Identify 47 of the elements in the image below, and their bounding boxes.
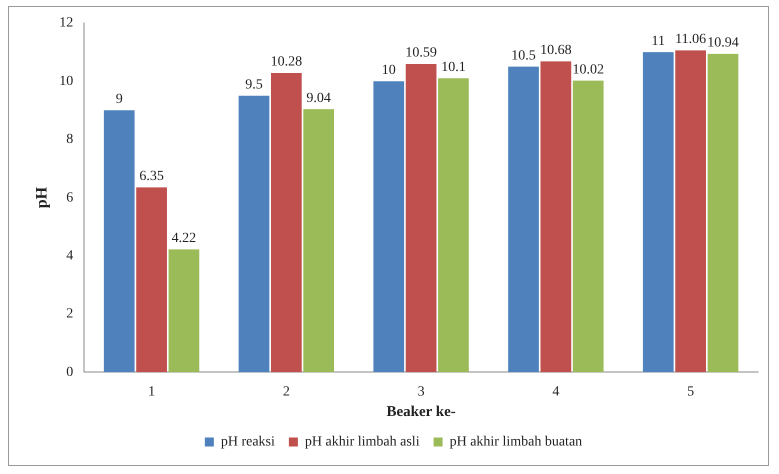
bar: [104, 110, 135, 372]
data-label: 9.5: [245, 77, 263, 92]
data-label: 10.02: [572, 62, 604, 78]
bar: [572, 80, 604, 372]
bar: [438, 78, 469, 372]
bar: [540, 61, 572, 372]
bar: [406, 64, 436, 372]
data-label: 4.22: [172, 231, 196, 246]
bar: [303, 109, 334, 372]
y-tick-label: 4: [66, 248, 74, 264]
x-tick-label: 1: [148, 384, 156, 400]
y-tick-label: 0: [66, 364, 74, 380]
bar: [373, 81, 404, 372]
y-tick-label: 2: [66, 306, 74, 322]
data-label: 9: [116, 92, 123, 107]
data-label: 11: [652, 34, 666, 49]
data-label: 10.28: [270, 54, 302, 70]
bar: [136, 187, 167, 372]
data-label: 10.59: [405, 46, 437, 61]
x-tick-label: 5: [687, 384, 694, 400]
data-label: 6.35: [139, 169, 164, 184]
legend-label: pH akhir limbah buatan: [450, 434, 582, 450]
data-label: 11.06: [675, 32, 706, 48]
y-tick-label: 10: [59, 74, 74, 89]
bar: [270, 73, 302, 372]
data-label: 10: [382, 62, 396, 78]
legend-label: pH akhir limbah asli: [304, 434, 420, 450]
bar: [238, 96, 270, 372]
data-label: 9.04: [306, 90, 331, 106]
legend-label: pH reaksi: [220, 434, 275, 450]
x-axis-title: Beaker ke-: [386, 404, 456, 420]
x-tick-label: 3: [418, 384, 425, 400]
data-label: 10.5: [511, 48, 536, 64]
data-label: 10.1: [441, 60, 466, 75]
data-label: 10.68: [540, 43, 572, 58]
x-tick-label: 2: [282, 384, 290, 400]
y-tick-label: 12: [59, 16, 74, 31]
x-tick-label: 4: [552, 384, 560, 400]
y-axis-title: pH: [34, 186, 51, 208]
y-tick-label: 6: [66, 190, 74, 206]
bar: [642, 52, 674, 372]
data-label: 10.94: [707, 36, 739, 51]
bar: [508, 66, 539, 372]
bar: [675, 50, 706, 372]
bar: [168, 249, 200, 372]
y-tick-label: 8: [66, 132, 74, 148]
bar: [708, 54, 738, 372]
